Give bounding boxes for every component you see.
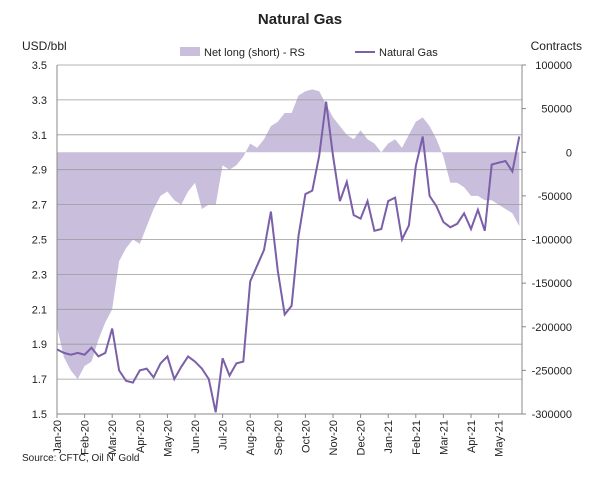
x-tick-label: May-21: [494, 420, 506, 457]
x-tick-label: Oct-20: [300, 420, 312, 453]
x-tick-label: Mar-21: [438, 420, 450, 455]
area: [57, 89, 520, 380]
y-tick-label: 2.1: [32, 304, 47, 316]
y-tick-label: 2.7: [32, 200, 47, 212]
y2-tick-label: -50000: [538, 191, 572, 203]
x-tick-label: Aug-20: [245, 420, 257, 455]
y2-tick-label: -200000: [532, 322, 572, 334]
y-tick-label: 3.3: [32, 95, 47, 107]
x-tick-label: Nov-20: [328, 420, 340, 455]
x-tick-label: Jan-20: [52, 420, 64, 454]
x-tick-label: Jun-20: [190, 420, 202, 454]
legend-label: Natural Gas: [379, 47, 438, 59]
y-axis-label: USD/bbl: [22, 39, 67, 53]
y2-tick-label: 100000: [535, 60, 572, 72]
source-note: Source: CFTC, Oil N' Gold: [22, 453, 140, 464]
y-tick-label: 1.9: [32, 339, 47, 351]
x-tick-label: Feb-21: [411, 420, 423, 455]
y-tick-label: 1.7: [32, 374, 47, 386]
line: [56, 101, 521, 413]
y2-axis-label: Contracts: [531, 39, 582, 53]
x-tick-label: Apr-21: [466, 420, 478, 453]
y-tick-label: 1.5: [32, 409, 47, 421]
y-tick-label: 2.5: [32, 235, 47, 247]
y2-tick-label: -150000: [532, 278, 572, 290]
x-tick-label: Dec-20: [356, 420, 368, 455]
legend-swatch: [180, 47, 200, 56]
x-tick-label: Jan-21: [383, 420, 395, 454]
x-tick-label: Feb-20: [80, 420, 92, 455]
x-tick-label: Apr-20: [135, 420, 147, 453]
x-tick-label: Sep-20: [273, 420, 285, 455]
y2-tick-label: 50000: [541, 104, 572, 116]
y2-tick-label: -100000: [532, 235, 572, 247]
y2-tick-label: -250000: [532, 365, 572, 377]
y-tick-label: 2.3: [32, 269, 47, 281]
legend-label: Net long (short) - RS: [204, 47, 305, 59]
y2-tick-label: 0: [566, 147, 572, 159]
x-tick-label: Mar-20: [107, 420, 119, 455]
y-tick-label: 3.1: [32, 130, 47, 142]
x-tick-label: Jul-20: [218, 420, 230, 450]
y-tick-label: 3.5: [32, 60, 47, 72]
y2-tick-label: -300000: [532, 409, 572, 421]
y-tick-label: 2.9: [32, 165, 47, 177]
x-tick-label: May-20: [162, 420, 174, 457]
chart-title: Natural Gas: [258, 11, 342, 28]
